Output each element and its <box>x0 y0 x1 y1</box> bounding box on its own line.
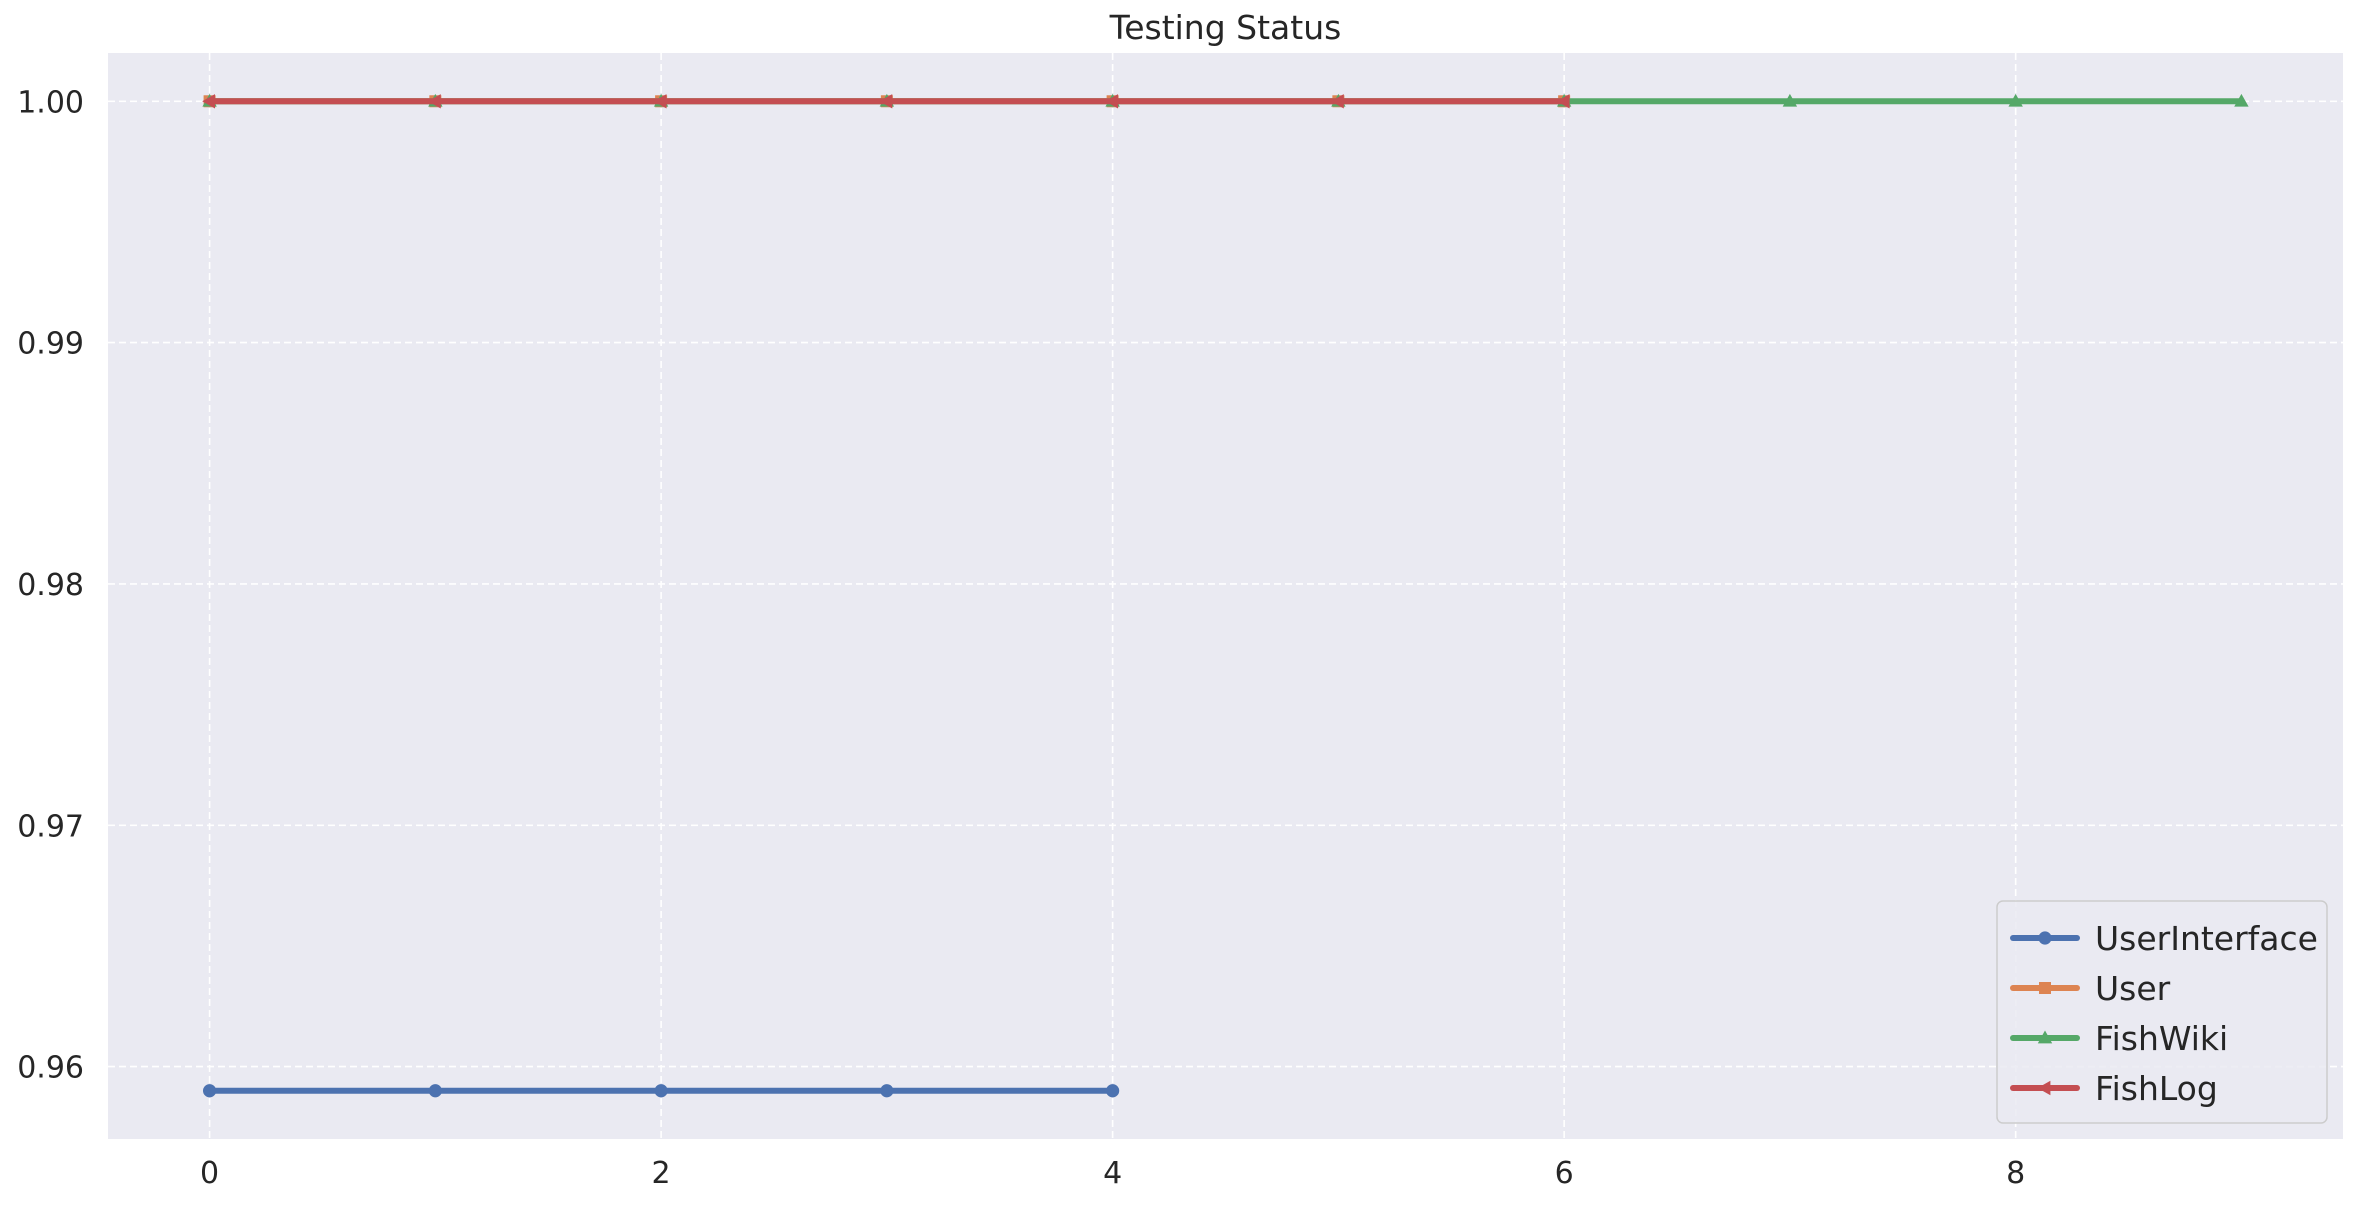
series-fishlog <box>202 94 1570 109</box>
legend: UserInterface User FishWiki FishLog <box>1996 900 2328 1124</box>
y-tick-label: 0.98 <box>17 568 84 603</box>
data-point <box>1105 94 1119 109</box>
x-tick-label: 8 <box>2006 1156 2025 1191</box>
legend-label: FishLog <box>2095 1069 2218 1108</box>
data-point <box>879 94 893 109</box>
legend-marker <box>2038 931 2052 945</box>
x-tick-label: 2 <box>652 1156 671 1191</box>
data-point <box>202 1084 217 1098</box>
data-point <box>1782 93 1798 107</box>
data-point <box>1106 1084 1120 1098</box>
legend-item: UserInterface <box>2010 919 2318 958</box>
chart-title: Testing Status <box>1109 8 1342 47</box>
x-tick-label: 6 <box>1555 1156 1574 1191</box>
x-tick-label: 4 <box>1103 1156 1122 1191</box>
legend-item: FishWiki <box>2010 1019 2228 1058</box>
data-point <box>427 94 441 109</box>
y-tick-label: 0.97 <box>17 809 84 844</box>
x-tick-label: 0 <box>200 1156 219 1191</box>
series-userinterface <box>202 1084 1120 1098</box>
legend-marker <box>2037 1080 2051 1096</box>
legend-marker <box>2037 1030 2053 1044</box>
y-tick-label: 1.00 <box>17 85 84 120</box>
plot-area <box>108 53 2343 1139</box>
data-point <box>2008 93 2023 107</box>
data-point <box>654 1084 668 1098</box>
legend-label: UserInterface <box>2095 919 2318 958</box>
data-point <box>202 94 215 109</box>
data-point <box>2234 93 2249 107</box>
legend-box <box>1996 900 2328 1124</box>
y-tick-label: 0.96 <box>17 1051 84 1086</box>
data-point <box>428 1084 442 1098</box>
data-point <box>1556 94 1570 109</box>
data-point <box>880 1084 894 1098</box>
legend-item: User <box>2010 969 2171 1008</box>
legend-marker <box>2039 982 2051 994</box>
y-axis-ticks: 0.96 0.97 0.98 0.99 1.00 <box>17 85 84 1085</box>
legend-label: FishWiki <box>2095 1019 2228 1058</box>
data-point <box>653 94 667 109</box>
y-tick-label: 0.99 <box>17 327 84 362</box>
data-point <box>1330 94 1344 109</box>
legend-item: FishLog <box>2010 1069 2218 1108</box>
x-axis-ticks: 0 2 4 6 8 <box>200 1156 2025 1191</box>
series-group <box>202 93 2249 1098</box>
legend-label: User <box>2095 969 2171 1008</box>
